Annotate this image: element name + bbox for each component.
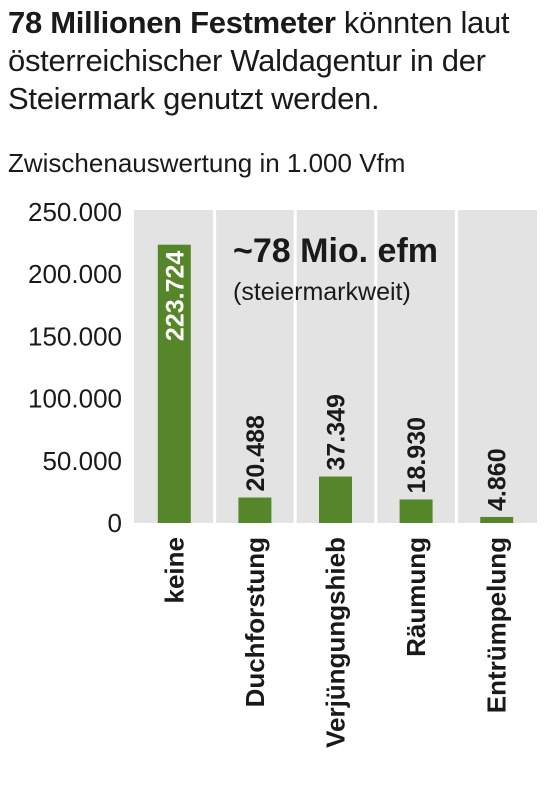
bar-4 — [399, 499, 433, 523]
y-axis-ticks: 0 50.000 100.000 150.000 200.000 250.000 — [28, 197, 122, 538]
y-tick-label: 100.000 — [28, 384, 122, 414]
data-labels: 223.724 20.488 37.349 18.930 4.860 — [161, 251, 511, 511]
bar-1 — [157, 244, 191, 523]
y-tick-label: 50.000 — [42, 446, 122, 476]
y-tick-label: 200.000 — [28, 259, 122, 289]
chart-subtitle: Zwischenauswertung in 1.000 Vfm — [8, 148, 406, 178]
bar-5 — [480, 516, 514, 523]
x-axis-categories: keine Duchforstung Verjüngungshieb Räumung E… — [159, 537, 511, 748]
bar-3 — [319, 476, 352, 523]
chart-title: 78 Millionen Festmeter könnten laut öste… — [8, 4, 538, 118]
y-tick-label: 0 — [108, 508, 122, 538]
data-label: 37.349 — [323, 394, 351, 470]
bar-2 — [238, 497, 272, 523]
annotation-total: ~78 Mio. efm — [233, 232, 438, 270]
data-label: 20.488 — [242, 415, 270, 492]
x-category-label: Verjüngungshieb — [321, 537, 351, 748]
x-category-label: Duchforstung — [240, 537, 270, 707]
data-label: 4.860 — [484, 448, 512, 511]
annotation-scope: (steiermarkweit) — [233, 278, 411, 306]
chart-title-rest: könnten laut österreichischer Waldagentu… — [8, 5, 510, 116]
bars — [157, 244, 514, 523]
data-label: 223.724 — [161, 251, 189, 341]
x-category-label: keine — [159, 537, 189, 604]
y-tick-label: 250.000 — [28, 197, 122, 227]
category-separators — [213, 210, 458, 523]
x-category-label: Entrümpelung — [482, 537, 512, 713]
data-label: 18.930 — [403, 417, 431, 493]
x-category-label: Räumung — [401, 537, 431, 657]
y-tick-label: 150.000 — [28, 321, 122, 351]
chart-title-bold: 78 Millionen Festmeter — [8, 5, 336, 40]
plot-background — [134, 210, 537, 523]
